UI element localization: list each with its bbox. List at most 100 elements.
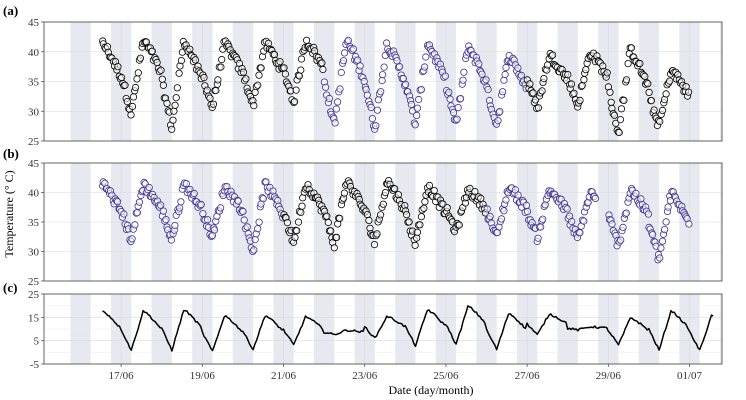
scatter-point-a [191,56,199,64]
x-tick-label: 17/06 [109,370,135,382]
scatter-point-a [349,45,357,53]
scatter-point-a [148,47,156,55]
scatter-point-a [610,111,619,119]
scatter-point-a [239,68,248,76]
scatter-point-b [234,197,242,205]
scatter-point-a [627,44,636,52]
scatter-point-b [632,189,640,197]
scatter-point-b [379,200,387,208]
scatter-point-b [497,215,506,223]
scatter-point-b [539,215,547,223]
scatter-point-a [206,94,214,102]
scatter-point-b [204,216,212,224]
scatter-point-b [483,205,491,213]
scatter-point-b [340,189,348,197]
scatter-point-b [159,207,167,215]
scatter-point-a [367,103,375,112]
scatter-point-b [657,244,665,252]
scatter-point-b [297,208,305,216]
scatter-point-b [608,220,616,228]
scatter-point-a [374,96,382,104]
scatter-point-a [257,64,265,72]
y-tick-label-c: 15 [28,312,40,324]
panel-label-a: (a) [3,3,18,18]
scatter-point-a [658,106,667,115]
scatter-point-b [131,221,139,229]
x-axis-label: Date (day/month) [389,383,474,397]
scatter-point-b [580,217,588,225]
scatter-point-a [380,63,388,71]
y-tick-label-b: 45 [28,158,40,170]
scatter-point-a [331,119,339,127]
scatter-point-b [114,198,122,206]
x-tick-label: 25/06 [433,370,459,382]
scatter-point-a [616,116,625,124]
scatter-point-b [514,191,522,199]
scatter-point-a [290,98,299,106]
scatter-point-a [123,98,131,106]
scatter-point-a [356,62,364,70]
scatter-point-a [529,89,537,97]
scatter-point-a [538,87,546,95]
scatter-point-a [333,98,342,106]
scatter-point-a [549,51,557,59]
scatter-point-a [580,76,588,84]
scatter-point-a [502,63,510,72]
scatter-point-a [319,65,327,74]
scatter-point-a [415,95,423,104]
scatter-point-b [455,221,463,229]
scatter-point-b [251,236,259,244]
scatter-point-b [255,218,263,226]
scatter-point-a [127,111,135,119]
scatter-point-b [486,212,494,220]
scatter-point-a [368,115,376,123]
scatter-point-b [243,223,251,231]
y-tick-label-a: 25 [28,136,40,148]
scatter-point-a [622,76,631,84]
scatter-point-b [656,254,664,262]
scatter-point-b [381,189,390,197]
scatter-point-b [417,213,425,221]
scatter-point-a [494,117,502,125]
scatter-point-a [607,98,615,106]
scatter-point-a [170,107,178,115]
scatter-point-b [466,184,474,192]
scatter-point-b [471,188,479,196]
scatter-point-b [363,211,371,219]
scatter-point-a [620,96,628,105]
scatter-point-b [217,204,225,212]
scatter-point-a [645,88,653,97]
scatter-point-a [413,104,421,112]
scatter-point-a [484,85,492,94]
scatter-point-a [340,49,349,57]
scatter-point-a [325,94,333,103]
panel-label-b: (b) [3,146,19,161]
scatter-point-b [430,187,438,195]
scatter-point-a [514,64,522,72]
panel-label-c: (c) [3,280,17,295]
scatter-point-a [131,83,140,92]
scatter-point-a [453,115,461,123]
scatter-point-a [420,63,429,71]
scatter-point-a [203,86,211,94]
scatter-point-b [405,218,413,226]
scatter-point-b [298,202,306,210]
scatter-point-b [664,203,672,211]
x-tick-label: 23/06 [352,370,378,382]
scatter-point-b [416,221,424,229]
scatter-point-a [163,99,171,108]
scatter-point-a [647,97,656,105]
scatter-point-b [199,210,207,218]
scatter-point-a [129,93,138,101]
scatter-point-a [168,125,176,133]
scatter-point-a [214,76,222,84]
scatter-point-b [591,194,600,202]
scatter-point-a [264,39,273,47]
scatter-point-a [501,70,509,79]
scatter-point-a [496,108,504,116]
y-tick-label-a: 40 [28,47,40,59]
scatter-point-b [332,233,341,241]
y-tick-label-b: 30 [28,247,40,259]
scatter-point-a [321,83,330,91]
